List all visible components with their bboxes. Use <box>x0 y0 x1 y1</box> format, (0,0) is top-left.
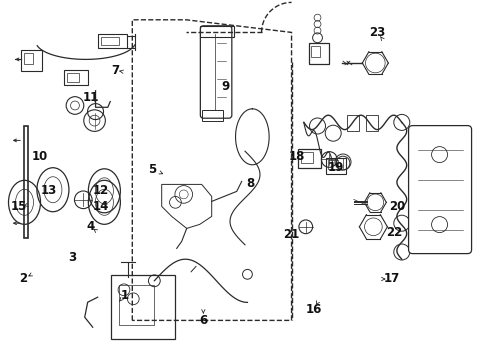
Text: 20: 20 <box>389 201 405 213</box>
Text: 2: 2 <box>19 273 27 285</box>
Text: 1: 1 <box>121 289 129 302</box>
Text: 22: 22 <box>386 226 403 239</box>
Bar <box>311 46 320 57</box>
Bar <box>347 115 359 131</box>
Bar <box>64 70 88 85</box>
Bar <box>101 37 119 45</box>
Text: 9: 9 <box>221 80 229 93</box>
Bar <box>98 34 127 48</box>
Text: 12: 12 <box>92 184 109 197</box>
Text: 3: 3 <box>69 251 76 264</box>
Text: 6: 6 <box>199 314 207 327</box>
Text: 15: 15 <box>10 201 27 213</box>
Bar <box>24 126 28 238</box>
Text: 7: 7 <box>111 64 119 77</box>
FancyBboxPatch shape <box>200 26 232 118</box>
Text: 17: 17 <box>384 273 400 285</box>
Text: 8: 8 <box>246 177 254 190</box>
Text: 16: 16 <box>305 303 322 316</box>
Bar <box>326 158 346 174</box>
Bar <box>301 152 313 163</box>
Text: 11: 11 <box>82 91 99 104</box>
Text: 19: 19 <box>327 161 344 174</box>
Bar <box>24 53 33 64</box>
Bar <box>367 115 378 131</box>
Bar <box>328 160 338 169</box>
Text: 23: 23 <box>369 26 386 39</box>
Text: 14: 14 <box>92 201 109 213</box>
Text: 10: 10 <box>32 150 49 163</box>
Text: 13: 13 <box>41 184 57 197</box>
Text: 5: 5 <box>148 163 156 176</box>
Bar <box>21 50 42 71</box>
Text: 21: 21 <box>283 228 300 240</box>
Bar <box>67 73 79 82</box>
Text: 4: 4 <box>87 220 95 233</box>
FancyBboxPatch shape <box>111 275 175 339</box>
FancyBboxPatch shape <box>409 126 471 253</box>
Polygon shape <box>162 184 212 228</box>
Bar <box>298 149 321 168</box>
Bar <box>200 26 234 37</box>
Bar <box>202 110 223 121</box>
Bar <box>119 285 154 325</box>
Bar <box>309 43 329 64</box>
Text: 18: 18 <box>288 150 305 163</box>
